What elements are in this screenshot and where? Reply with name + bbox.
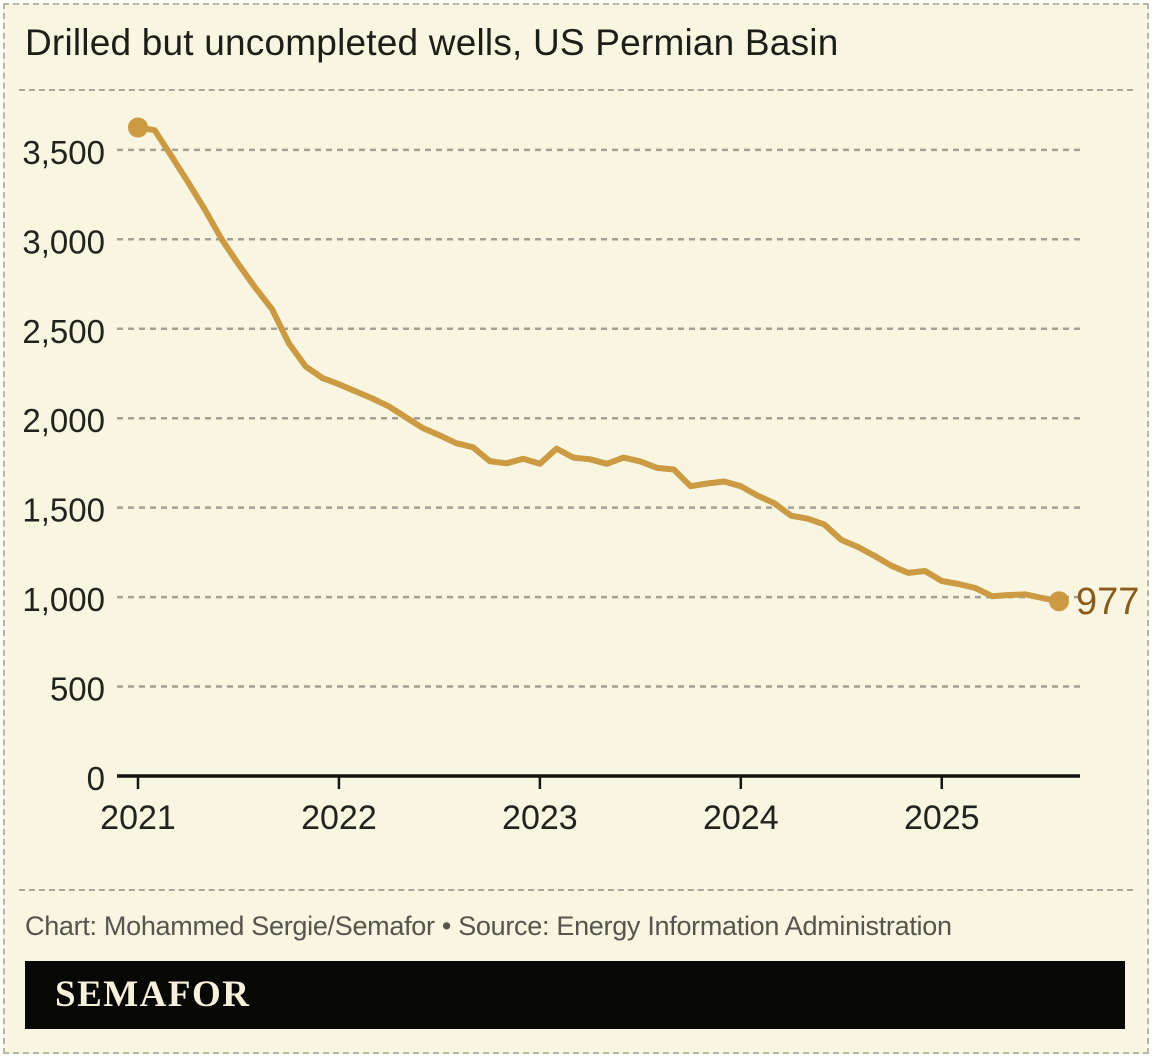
y-tick-label: 500	[50, 671, 105, 708]
y-tick-label: 2,000	[22, 402, 105, 439]
y-tick-label: 1,500	[22, 492, 105, 529]
duc-line-chart: 0 500 1,000 1,500 2,000 2,500 3,000 3,500 2021 20…	[22, 117, 1139, 837]
x-tick-label: 2025	[904, 799, 980, 837]
y-tick-label: 1,000	[22, 581, 105, 618]
brand-logo-text: SEMAFOR	[55, 974, 251, 1015]
chart-title: Drilled but uncompleted wells, US Permia…	[25, 22, 839, 63]
end-value-label: 977	[1076, 581, 1139, 623]
page-container: Drilled but uncompleted wells, US Permia…	[3, 3, 1149, 1054]
y-tick-label: 2,500	[22, 313, 105, 350]
y-tick-label: 3,500	[22, 134, 105, 171]
end-point-marker	[1049, 591, 1069, 612]
title-divider	[19, 89, 1133, 91]
trend-line	[135, 124, 1062, 605]
x-tick-label: 2023	[502, 799, 578, 837]
footer-divider	[19, 889, 1133, 891]
x-tick-label: 2021	[100, 799, 176, 837]
y-tick-label: 3,000	[22, 223, 105, 260]
x-tick-label: 2024	[703, 799, 779, 837]
y-tick-label: 0	[87, 760, 105, 797]
x-tick-label: 2022	[301, 799, 377, 837]
credit-line: Chart: Mohammed Sergie/Semafor • Source:…	[25, 911, 952, 941]
start-point-marker	[128, 117, 148, 138]
brand-banner: SEMAFOR	[25, 961, 1125, 1029]
